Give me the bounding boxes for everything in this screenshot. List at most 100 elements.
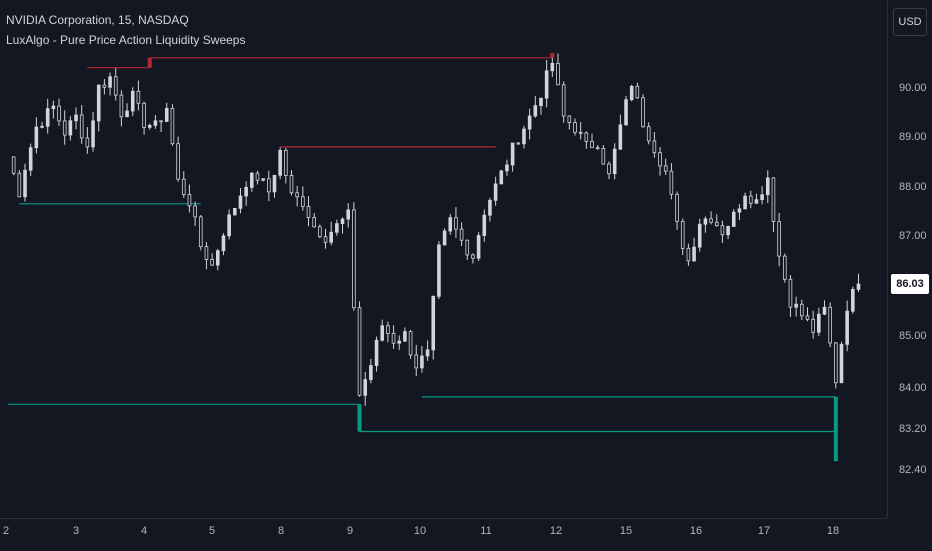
candle[interactable] <box>777 212 781 267</box>
candle[interactable] <box>193 201 197 226</box>
candle[interactable] <box>522 125 526 149</box>
candle[interactable] <box>533 96 538 118</box>
candle[interactable] <box>119 90 124 127</box>
symbol-title[interactable]: NVIDIA Corporation, 15, NASDAQ <box>6 13 189 27</box>
candle[interactable] <box>680 218 685 256</box>
candle[interactable] <box>692 237 696 262</box>
candle[interactable] <box>465 239 470 261</box>
candle[interactable] <box>45 98 50 134</box>
candle[interactable] <box>817 307 821 337</box>
candle[interactable] <box>232 207 237 216</box>
candle[interactable] <box>794 296 798 317</box>
candle[interactable] <box>771 177 776 233</box>
candle[interactable] <box>147 123 152 130</box>
candle[interactable] <box>573 118 577 136</box>
candle[interactable] <box>658 147 662 176</box>
candle[interactable] <box>363 371 368 406</box>
candle[interactable] <box>318 224 322 239</box>
candle[interactable] <box>386 321 390 343</box>
currency-button[interactable]: USD <box>893 8 927 36</box>
candle[interactable] <box>23 163 27 202</box>
candle[interactable] <box>301 186 305 211</box>
candle[interactable] <box>731 209 736 227</box>
candle[interactable] <box>748 190 753 209</box>
candle[interactable] <box>176 136 180 182</box>
candle[interactable] <box>834 341 838 389</box>
candle[interactable] <box>408 330 413 360</box>
candle[interactable] <box>459 222 464 247</box>
candle[interactable] <box>397 335 402 350</box>
candle[interactable] <box>499 169 504 185</box>
candle[interactable] <box>414 344 419 377</box>
candle[interactable] <box>607 161 611 180</box>
candle[interactable] <box>646 122 651 145</box>
candle[interactable] <box>765 170 770 204</box>
candle[interactable] <box>335 219 339 236</box>
candle[interactable] <box>590 133 594 149</box>
candle[interactable] <box>306 196 311 227</box>
time-axis[interactable] <box>0 518 887 551</box>
candle[interactable] <box>493 176 498 206</box>
candle[interactable] <box>352 202 356 311</box>
candle[interactable] <box>726 225 730 240</box>
candle[interactable] <box>323 228 328 249</box>
candle[interactable] <box>221 233 226 256</box>
candle[interactable] <box>652 132 657 158</box>
candle[interactable] <box>369 358 373 384</box>
candle[interactable] <box>420 345 424 373</box>
candle[interactable] <box>51 100 56 119</box>
candle[interactable] <box>28 143 33 177</box>
candle[interactable] <box>187 184 192 213</box>
candle[interactable] <box>244 181 248 206</box>
candle[interactable] <box>204 242 209 270</box>
candle[interactable] <box>454 207 458 238</box>
candle[interactable] <box>544 59 549 108</box>
candle[interactable] <box>170 104 175 146</box>
candle[interactable] <box>96 84 101 132</box>
candle[interactable] <box>516 141 521 145</box>
candle[interactable] <box>851 286 855 314</box>
candle[interactable] <box>675 191 679 230</box>
candle[interactable] <box>40 121 44 129</box>
candle[interactable] <box>113 68 118 101</box>
candle[interactable] <box>289 170 294 196</box>
indicator-title[interactable]: LuxAlgo - Pure Price Action Liquidity Sw… <box>6 33 246 47</box>
candle[interactable] <box>238 187 243 214</box>
price-axis[interactable] <box>887 0 932 518</box>
candle[interactable] <box>62 110 67 145</box>
candle[interactable] <box>663 158 668 176</box>
candle[interactable] <box>380 319 385 342</box>
candle[interactable] <box>669 163 674 200</box>
candle[interactable] <box>578 121 583 140</box>
candle[interactable] <box>561 81 566 123</box>
candle[interactable] <box>556 53 560 86</box>
candle[interactable] <box>476 232 481 261</box>
candle[interactable] <box>800 299 804 321</box>
candle[interactable] <box>760 186 764 205</box>
candle[interactable] <box>782 253 787 283</box>
candle[interactable] <box>714 214 719 227</box>
candle[interactable] <box>346 203 350 228</box>
candle[interactable] <box>805 307 810 322</box>
candle[interactable] <box>703 216 708 233</box>
candle[interactable] <box>550 55 555 78</box>
candle[interactable] <box>788 275 793 318</box>
candle[interactable] <box>272 174 277 198</box>
candle[interactable] <box>136 80 141 111</box>
candle[interactable] <box>641 94 645 128</box>
candle[interactable] <box>11 156 16 176</box>
candle[interactable] <box>720 220 725 244</box>
candle[interactable] <box>845 300 849 352</box>
candle[interactable] <box>57 98 61 126</box>
candle[interactable] <box>584 131 589 149</box>
candle[interactable] <box>142 101 146 135</box>
candle[interactable] <box>227 209 231 240</box>
candle[interactable] <box>181 171 186 198</box>
candle[interactable] <box>437 241 441 300</box>
candle[interactable] <box>79 105 84 144</box>
candle[interactable] <box>635 82 640 99</box>
candle[interactable] <box>74 107 78 130</box>
candle[interactable] <box>822 300 827 316</box>
candle[interactable] <box>737 203 742 221</box>
candle[interactable] <box>448 213 453 235</box>
